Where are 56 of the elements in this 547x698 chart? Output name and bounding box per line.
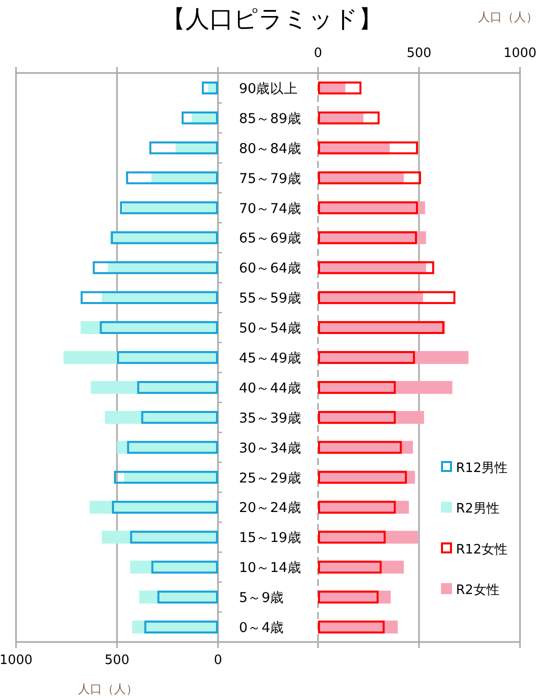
- text: 【人口ピラミッド】: [162, 5, 382, 33]
- bar: [157, 590, 218, 604]
- y-tick-label: 20～24歳: [239, 500, 302, 516]
- bar: [318, 381, 396, 394]
- bar: [318, 530, 386, 544]
- y-tick-label: 70～74歳: [239, 200, 302, 217]
- bar: [141, 410, 218, 424]
- legend-label: R2女性: [456, 583, 500, 598]
- x-axis-title: 人口（人）: [478, 10, 538, 24]
- y-tick-label: 60～64歳: [239, 260, 302, 277]
- bar: [151, 560, 218, 574]
- x-tick-label: 1000: [0, 653, 33, 668]
- y-tick-label: 90歳以上: [239, 80, 298, 97]
- y-tick-label: 80～84歳: [239, 140, 302, 157]
- x-tick-label: 1000: [503, 46, 537, 61]
- y-tick-label: 0～4歳: [239, 620, 284, 636]
- x-tick-label: 0: [214, 653, 222, 668]
- x-tick-label: 500: [406, 46, 432, 61]
- bar: [117, 351, 218, 364]
- bar: [202, 82, 218, 94]
- bar: [80, 291, 218, 304]
- bar: [137, 381, 218, 394]
- y-tick-label: 40～44歳: [239, 380, 302, 396]
- bar: [318, 141, 418, 154]
- bar: [318, 560, 382, 574]
- bar: [318, 111, 380, 124]
- y-tick-label: 30～34歳: [239, 440, 302, 456]
- bar: [318, 590, 379, 604]
- y-tick-label: 10～14歳: [239, 560, 302, 576]
- x-axis-title: 人口（人）: [78, 682, 138, 696]
- y-tick-label: 35～39歳: [239, 410, 302, 426]
- y-tick-label: 45～49歳: [239, 350, 302, 366]
- x-tick-label: 0: [314, 46, 322, 61]
- bar: [318, 351, 415, 364]
- bar: [149, 141, 218, 154]
- bar: [112, 500, 218, 514]
- bar: [318, 171, 422, 184]
- bar: [130, 530, 218, 544]
- legend-label: R12男性: [456, 461, 508, 476]
- bar: [318, 291, 456, 304]
- y-tick-label: 65～69歳: [239, 230, 302, 247]
- bar: [318, 410, 396, 424]
- bar: [318, 620, 385, 634]
- y-tick-label: 50～54歳: [239, 320, 302, 337]
- y-tick-label: 15～19歳: [239, 530, 302, 546]
- bar: [126, 171, 218, 184]
- bar: [318, 82, 362, 94]
- y-tick-label: 85～89歳: [239, 110, 302, 127]
- y-tick-label: 55～59歳: [239, 290, 302, 307]
- legend-label: R12女性: [456, 542, 508, 558]
- y-tick-label: 25～29歳: [239, 470, 302, 486]
- y-tick-label: 75～79歳: [239, 170, 302, 187]
- y-tick-label: 5～9歳: [239, 590, 284, 606]
- x-tick-label: 500: [104, 653, 130, 668]
- bar: [182, 111, 218, 124]
- legend-label: R2男性: [456, 502, 500, 517]
